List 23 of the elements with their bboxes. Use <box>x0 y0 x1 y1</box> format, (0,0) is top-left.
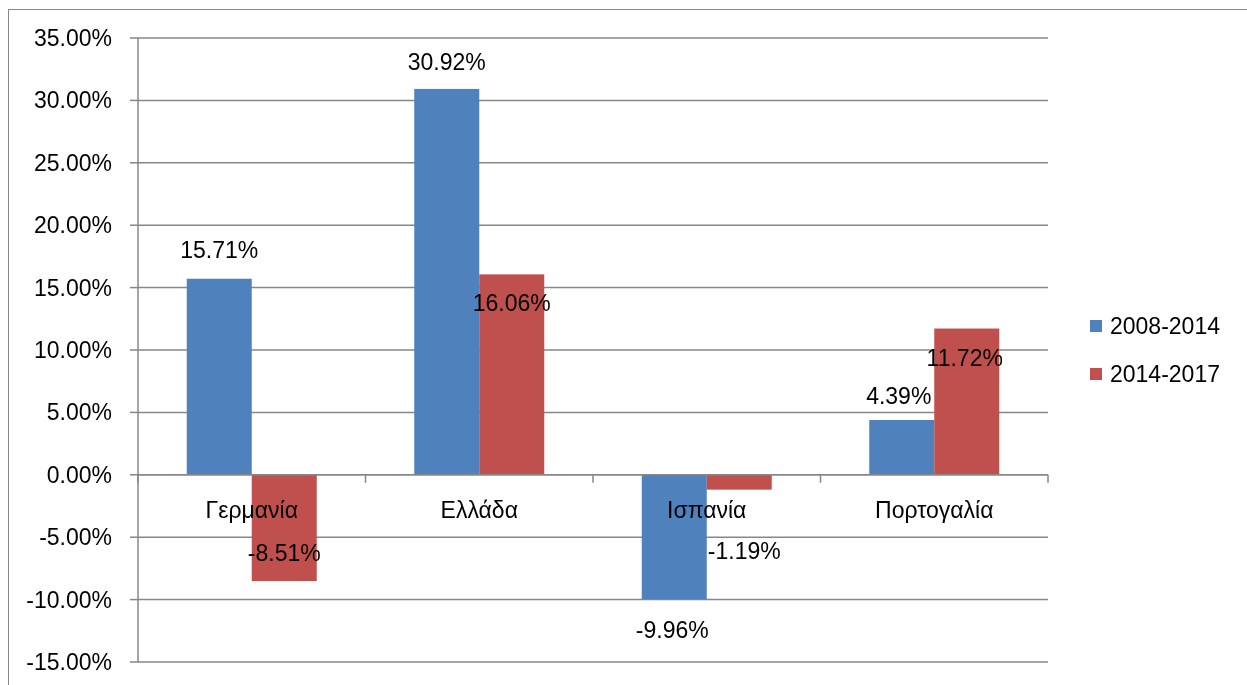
x-tick-label: Ελλάδα <box>440 496 518 523</box>
data-label: -9.96% <box>635 617 709 644</box>
bar <box>186 278 252 475</box>
y-tick-label: 30.00% <box>33 87 112 114</box>
data-label: 30.92% <box>407 48 486 75</box>
legend-label: 2014-2017 <box>1110 361 1220 387</box>
data-label: 4.39% <box>866 383 932 410</box>
x-tick-label: Πορτογαλία <box>875 496 994 523</box>
y-tick-label: -15.00% <box>26 649 112 675</box>
y-tick-label: 25.00% <box>33 149 112 176</box>
y-tick-label: 0.00% <box>46 461 112 488</box>
bar <box>706 474 772 490</box>
y-tick-label: 35.00% <box>33 25 112 51</box>
data-label: 15.71% <box>180 236 259 263</box>
bar <box>869 420 935 475</box>
y-tick-label: 20.00% <box>33 212 112 239</box>
legend-label: 2008-2014 <box>1110 313 1221 339</box>
y-tick-label: 5.00% <box>46 399 112 426</box>
y-tick-label: -5.00% <box>39 524 112 551</box>
y-tick-label: -10.00% <box>26 586 112 613</box>
y-tick-label: 15.00% <box>33 274 112 301</box>
y-tick-label: 10.00% <box>33 337 112 363</box>
data-label: -1.19% <box>707 537 781 564</box>
